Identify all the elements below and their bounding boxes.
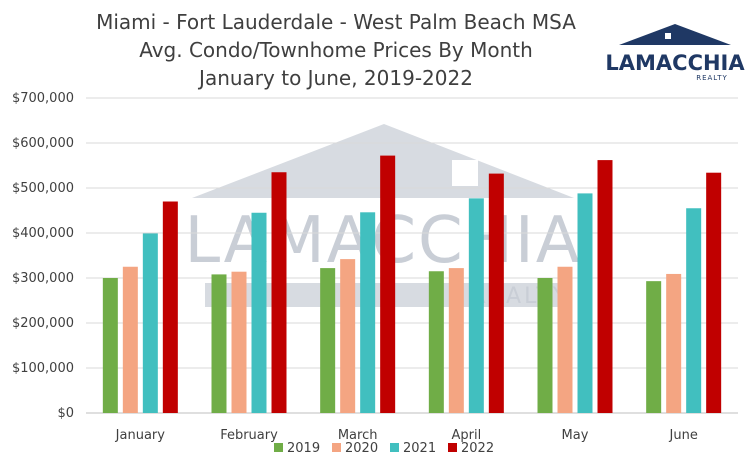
x-tick-label: June bbox=[669, 428, 698, 443]
bar-january-2021 bbox=[142, 233, 158, 413]
x-tick-label: May bbox=[562, 428, 589, 443]
bar-january-2020 bbox=[122, 266, 138, 413]
legend-label-2019: 2019 bbox=[287, 441, 320, 456]
title-line-2: Avg. Condo/Townhome Prices By Month bbox=[139, 38, 533, 62]
bar-june-2021 bbox=[686, 208, 702, 413]
bar-february-2020 bbox=[231, 271, 247, 413]
bar-january-2022 bbox=[162, 201, 178, 413]
y-tick-label: $400,000 bbox=[12, 226, 74, 241]
logo-brand-text: LAMACCHIA bbox=[605, 51, 745, 75]
bar-march-2019 bbox=[320, 268, 336, 413]
logo-realty-text: REALTY bbox=[696, 74, 728, 82]
bar-may-2019 bbox=[537, 278, 553, 413]
watermark-realty-text: REALTY bbox=[471, 284, 569, 309]
legend-swatch-2021 bbox=[390, 443, 399, 452]
x-axis: January February March April May June bbox=[115, 428, 698, 443]
legend-label-2021: 2021 bbox=[403, 441, 436, 456]
x-tick-label: January bbox=[115, 428, 166, 443]
legend-label-2022: 2022 bbox=[461, 441, 494, 456]
bar-may-2021 bbox=[577, 193, 593, 413]
bar-april-2019 bbox=[428, 271, 444, 413]
logo-roof-icon bbox=[619, 24, 731, 45]
bar-may-2020 bbox=[557, 266, 573, 413]
watermark-window-icon bbox=[452, 160, 478, 186]
bar-june-2022 bbox=[706, 172, 722, 413]
bar-february-2019 bbox=[211, 274, 227, 413]
bars bbox=[102, 155, 722, 413]
legend-swatch-2020 bbox=[332, 443, 341, 452]
legend-swatch-2022 bbox=[448, 443, 457, 452]
legend: 2019 2020 2021 2022 bbox=[274, 441, 494, 456]
y-tick-label: $300,000 bbox=[12, 271, 74, 286]
y-tick-label: $0 bbox=[57, 406, 74, 421]
title-line-3: January to June, 2019-2022 bbox=[197, 66, 473, 90]
x-tick-label: March bbox=[338, 428, 378, 443]
bar-march-2022 bbox=[380, 155, 396, 413]
logo-window-icon bbox=[665, 33, 671, 39]
bar-may-2022 bbox=[597, 160, 613, 413]
bar-april-2021 bbox=[468, 198, 484, 413]
y-tick-label: $700,000 bbox=[12, 91, 74, 106]
legend-label-2020: 2020 bbox=[345, 441, 378, 456]
bar-march-2020 bbox=[340, 259, 356, 413]
bar-january-2019 bbox=[102, 278, 118, 413]
y-tick-label: $500,000 bbox=[12, 181, 74, 196]
x-tick-label: April bbox=[451, 428, 481, 443]
legend-swatch-2019 bbox=[274, 443, 283, 452]
bar-march-2021 bbox=[360, 212, 376, 413]
chart-title: Miami - Fort Lauderdale - West Palm Beac… bbox=[96, 10, 576, 90]
y-tick-label: $200,000 bbox=[12, 316, 74, 331]
bar-february-2022 bbox=[271, 172, 287, 413]
bar-april-2022 bbox=[488, 173, 504, 413]
bar-february-2021 bbox=[251, 212, 267, 413]
y-axis: $0 $100,000 $200,000 $300,000 $400,000 $500,0… bbox=[12, 91, 74, 421]
bar-june-2020 bbox=[666, 273, 682, 413]
bar-june-2019 bbox=[646, 281, 662, 413]
y-tick-label: $100,000 bbox=[12, 361, 74, 376]
y-tick-label: $600,000 bbox=[12, 136, 74, 151]
bar-april-2020 bbox=[448, 268, 464, 413]
x-tick-label: February bbox=[220, 428, 278, 443]
title-line-1: Miami - Fort Lauderdale - West Palm Beac… bbox=[96, 10, 576, 34]
brand-logo: LAMACCHIA REALTY bbox=[605, 24, 745, 82]
gridlines bbox=[86, 97, 738, 414]
